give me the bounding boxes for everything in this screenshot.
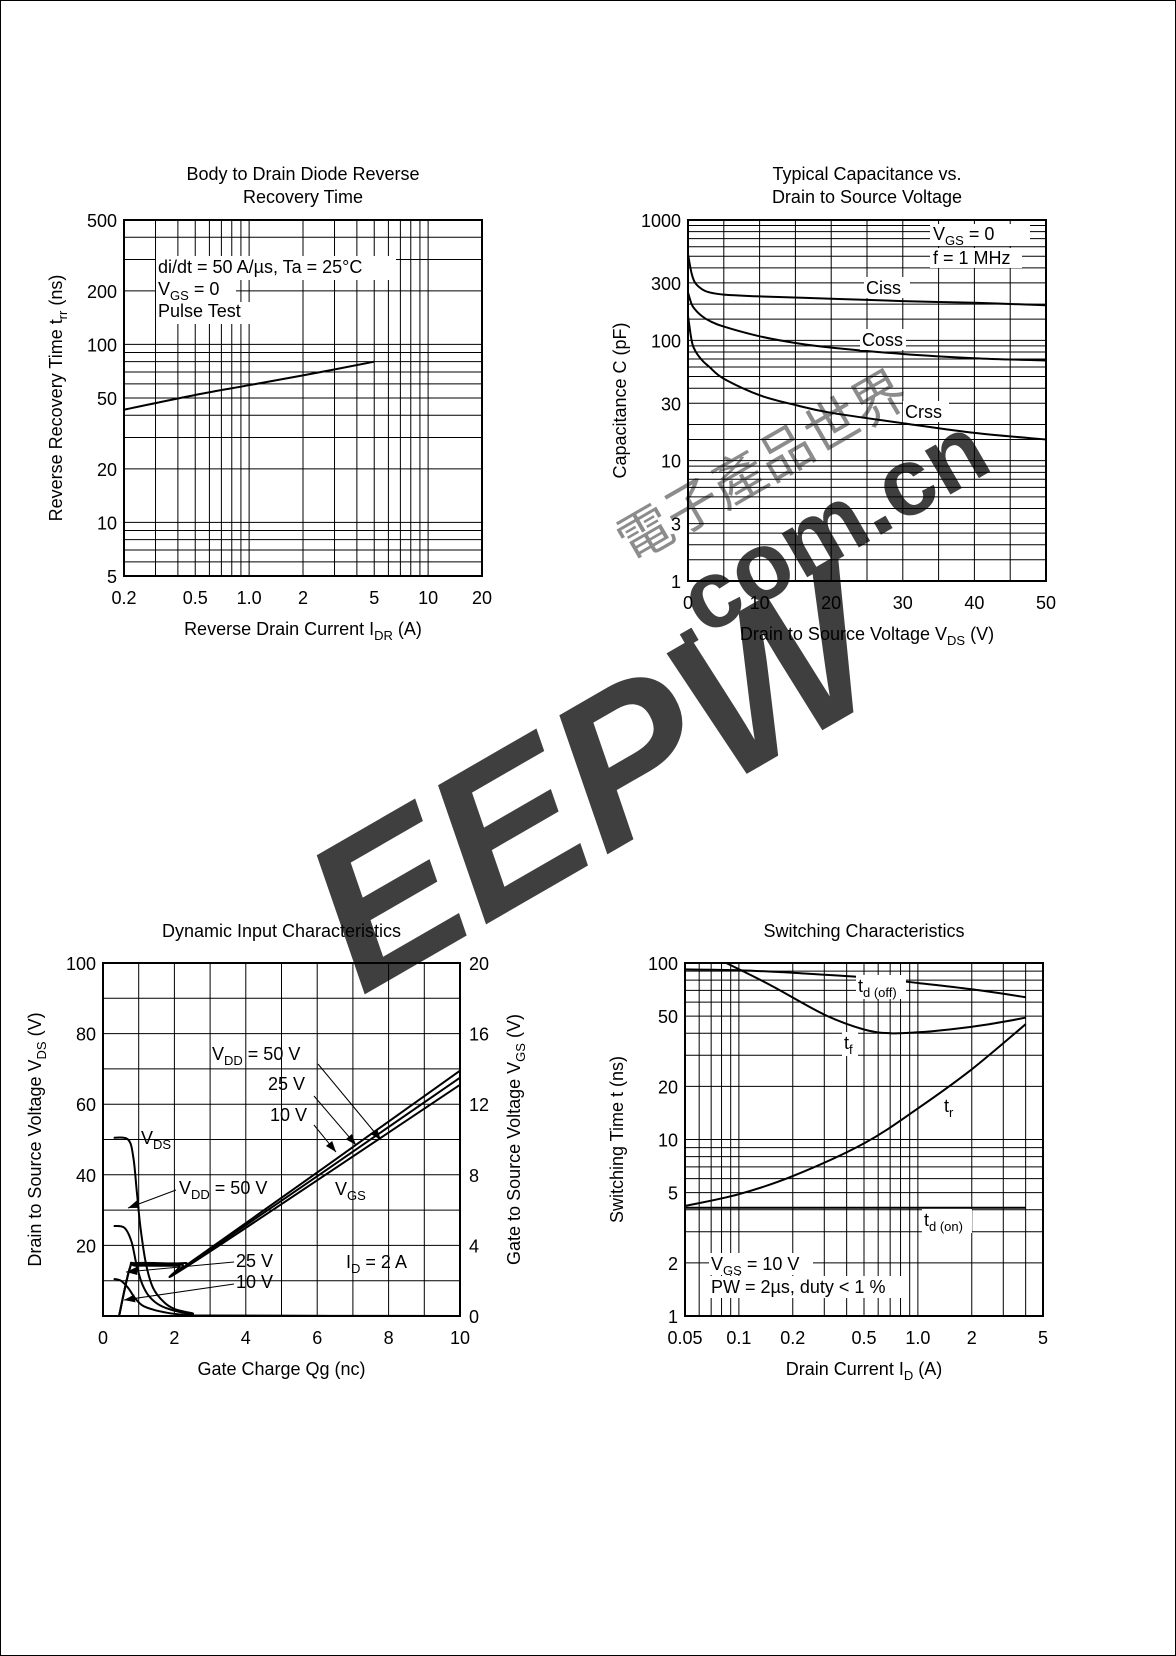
y-tick-label: 80 (76, 1025, 96, 1045)
chart-title: Switching Characteristics (763, 921, 964, 941)
switching-chart: Switching Characteristics 0.05 0.1 0.2 0.5 1.… (607, 921, 1048, 1383)
x-tick-label: 0.2 (111, 588, 136, 608)
label-vdd-50-vds: VDD = 50 V (179, 1178, 267, 1202)
series-line-2 (114, 1279, 460, 1316)
y2-axis-title: Gate to Source Voltage VGS (V) (504, 1014, 528, 1265)
y2-tick-label: 8 (469, 1166, 479, 1186)
watermark-logo: EEPW (267, 515, 934, 1036)
x-tick-label: 0.5 (851, 1328, 876, 1348)
series-label-coss: Coss (862, 330, 903, 350)
annotation-conditions: di/dt = 50 A/µs, Ta = 25°C (158, 257, 362, 277)
y-tick-label: 10 (97, 513, 117, 533)
label-vdd-50-vgs: VDD = 50 V (212, 1044, 300, 1068)
series-label-ciss: Ciss (866, 278, 901, 298)
label-vds: VDS (141, 1128, 171, 1152)
y-tick-label: 1000 (641, 211, 681, 231)
x-tick-label: 1.0 (905, 1328, 930, 1348)
x-tick-label: 10 (450, 1328, 470, 1348)
chart-title: Drain to Source Voltage (772, 187, 962, 207)
y-tick-label: 500 (87, 211, 117, 231)
y-tick-label: 5 (668, 1184, 678, 1204)
x-tick-label: 4 (241, 1328, 251, 1348)
x-tick-label: 5 (369, 588, 379, 608)
y-tick-label: 300 (651, 274, 681, 294)
arrow-vds-10-head (124, 1294, 135, 1302)
x-axis-title: Reverse Drain Current IDR (A) (184, 619, 422, 643)
series-line-0 (114, 1138, 460, 1316)
y2-tick-label: 0 (469, 1307, 479, 1327)
x-tick-label: 40 (964, 593, 984, 613)
y-tick-label: 10 (658, 1131, 678, 1151)
y-tick-label: 100 (87, 335, 117, 355)
y2-tick-label: 16 (469, 1025, 489, 1045)
x-tick-label: 2 (298, 588, 308, 608)
y-tick-label: 20 (97, 460, 117, 480)
x-tick-label: 5 (1038, 1328, 1048, 1348)
x-axis-title: Drain Current ID (A) (786, 1359, 942, 1383)
x-tick-label: 8 (384, 1328, 394, 1348)
y-tick-label: 20 (76, 1236, 96, 1256)
annotation-pw: PW = 2µs, duty < 1 % (711, 1277, 885, 1297)
annotation-pulse: Pulse Test (158, 301, 241, 321)
x-tick-label: 0.5 (183, 588, 208, 608)
y-tick-label: 100 (648, 954, 678, 974)
y-tick-label: 50 (97, 389, 117, 409)
y2-tick-label: 12 (469, 1095, 489, 1115)
y-tick-label: 10 (661, 452, 681, 472)
x-tick-label: 0 (98, 1328, 108, 1348)
y-tick-label: 2 (668, 1254, 678, 1274)
x-tick-label: 0.2 (780, 1328, 805, 1348)
y2-tick-label: 4 (469, 1236, 479, 1256)
y-tick-label: 30 (661, 394, 681, 414)
arrow-vds-10-line (124, 1284, 234, 1300)
y-axis-title: Drain to Source Voltage VDS (V) (25, 1012, 49, 1266)
series-line-0 (685, 969, 1026, 997)
x-tick-label: 50 (1036, 593, 1056, 613)
annotation-freq: f = 1 MHz (933, 248, 1011, 268)
x-tick-label: 0.05 (667, 1328, 702, 1348)
y-tick-label: 20 (658, 1077, 678, 1097)
x-tick-label: 6 (312, 1328, 322, 1348)
y-tick-label: 50 (658, 1007, 678, 1027)
y-axis-title: Capacitance C (pF) (610, 322, 630, 478)
x-tick-label: 2 (967, 1328, 977, 1348)
y-tick-label: 200 (87, 282, 117, 302)
label-vdd-10-vds: 10 V (236, 1272, 273, 1292)
x-axis-title: Gate Charge Qg (nc) (197, 1359, 365, 1379)
arrow-vgs-50-line (318, 1064, 381, 1140)
chart-title: Typical Capacitance vs. (772, 164, 961, 184)
label-vdd-10-vgs: 10 V (270, 1105, 307, 1125)
label-vdd-25-vds: 25 V (236, 1251, 273, 1271)
y-tick-label: 100 (651, 331, 681, 351)
chart-title: Recovery Time (243, 187, 363, 207)
arrow-vgs-10-head (326, 1141, 336, 1152)
y-tick-label: 60 (76, 1095, 96, 1115)
y-axis-title: Reverse Recovery Time trr (ns) (46, 275, 70, 522)
x-tick-label: 10 (418, 588, 438, 608)
x-tick-label: 20 (472, 588, 492, 608)
y-axis-title: Switching Time t (ns) (607, 1056, 627, 1223)
y-tick-label: 5 (107, 567, 117, 587)
label-vdd-25-vgs: 25 V (268, 1074, 305, 1094)
annotation-id: ID = 2 A (346, 1252, 407, 1276)
label-vgs: VGS (335, 1179, 366, 1203)
y-tick-label: 1 (668, 1307, 678, 1327)
x-tick-label: 2 (169, 1328, 179, 1348)
y-tick-label: 100 (66, 954, 96, 974)
x-tick-label: 30 (893, 593, 913, 613)
y-tick-label: 40 (76, 1166, 96, 1186)
recovery-time-chart: Body to Drain Diode Reverse Recovery Time… (46, 164, 492, 643)
chart-title: Body to Drain Diode Reverse (186, 164, 419, 184)
x-tick-label: 0.1 (726, 1328, 751, 1348)
x-tick-label: 1.0 (237, 588, 262, 608)
